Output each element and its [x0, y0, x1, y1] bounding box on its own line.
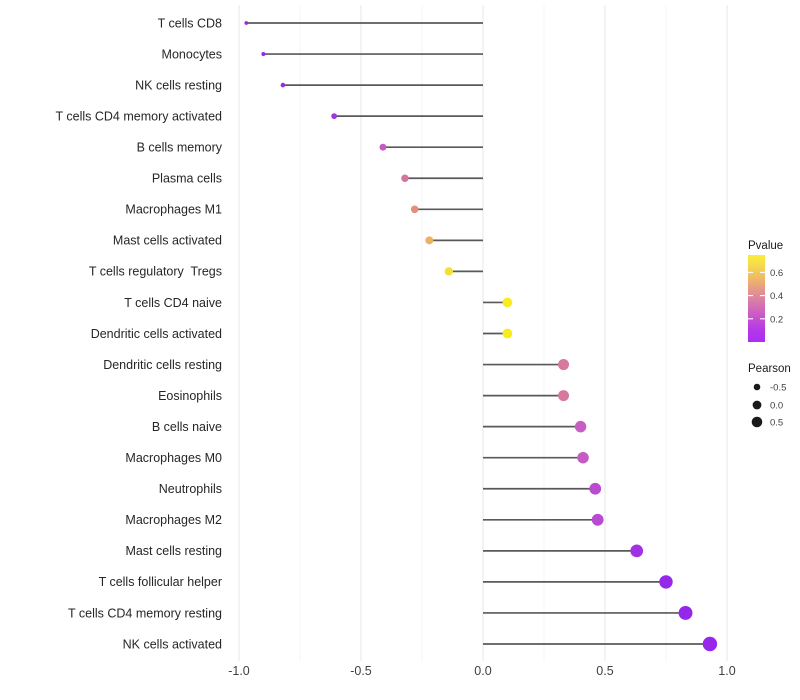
pvalue-legend-title: Pvalue	[748, 240, 783, 252]
y-axis-label: T cells CD4 memory resting	[68, 606, 222, 620]
lollipop-dot	[410, 205, 419, 214]
pearson-legend-label: 0.0	[770, 401, 783, 412]
lollipop-dot	[379, 143, 387, 151]
y-axis-label: B cells memory	[137, 141, 223, 155]
lollipop-dot	[502, 297, 513, 308]
lollipop-dot	[591, 513, 604, 526]
y-axis-label: Macrophages M1	[125, 203, 222, 217]
y-axis-label: NK cells resting	[135, 78, 222, 92]
pearson-legend-dot	[753, 383, 761, 391]
y-axis-label: Neutrophils	[159, 482, 222, 496]
y-axis-label: Macrophages M0	[125, 451, 222, 465]
lollipop-dot	[577, 451, 589, 464]
lollipop-dot	[659, 575, 673, 589]
lollipop-dot	[630, 544, 644, 558]
lollipop-dot	[557, 359, 570, 371]
lollipop-dot	[401, 174, 409, 182]
pearson-legend-title: Pearson	[748, 363, 791, 375]
lollipop-dot	[444, 267, 454, 276]
y-axis-label: Eosinophils	[158, 389, 222, 403]
y-axis-label: T cells follicular helper	[99, 575, 222, 589]
pearson-legend-label: 0.5	[770, 418, 783, 429]
x-axis-tick-label: -1.0	[228, 664, 250, 678]
y-axis-label: Monocytes	[162, 47, 222, 61]
x-axis-tick-label: 0.5	[596, 664, 613, 678]
pearson-legend-dot	[751, 416, 763, 428]
pearson-legend-label: -0.5	[770, 383, 786, 394]
lollipop-dot	[502, 328, 513, 339]
pvalue-tick-label: 0.2	[770, 314, 783, 325]
y-axis-label: Dendritic cells activated	[91, 327, 222, 341]
y-axis-label: T cells CD8	[158, 16, 222, 30]
lollipop-dot	[244, 21, 249, 25]
y-axis-label: Macrophages M2	[125, 513, 222, 527]
pvalue-colorbar	[748, 255, 765, 342]
lollipop-dot	[574, 420, 587, 433]
y-axis-label: T cells regulatory Tregs	[89, 265, 222, 279]
lollipop-dot	[261, 51, 266, 57]
y-axis-label: B cells naive	[152, 420, 222, 434]
lollipop-dot	[702, 636, 718, 652]
pvalue-tick-label: 0.4	[770, 291, 783, 302]
lollipop-dot	[678, 606, 693, 620]
lollipop-dot	[589, 482, 602, 495]
y-axis-label: Mast cells activated	[113, 234, 222, 248]
lollipop-dot	[425, 236, 434, 245]
y-axis-label: Plasma cells	[152, 172, 222, 186]
y-axis-label: NK cells activated	[123, 637, 222, 651]
y-axis-label: Dendritic cells resting	[103, 358, 222, 372]
y-axis-label: Mast cells resting	[125, 544, 222, 558]
y-axis-label: T cells CD4 naive	[124, 296, 222, 310]
y-axis-label: T cells CD4 memory activated	[56, 109, 223, 123]
lollipop-dot	[557, 390, 570, 402]
lollipop-dot	[331, 113, 338, 120]
pvalue-tick-label: 0.6	[770, 268, 783, 279]
x-axis-tick-label: -0.5	[350, 664, 372, 678]
lollipop-dot	[280, 82, 286, 88]
x-axis-tick-label: 1.0	[718, 664, 735, 678]
pearson-legend-dot	[752, 400, 762, 410]
x-axis-tick-label: 0.0	[474, 664, 491, 678]
